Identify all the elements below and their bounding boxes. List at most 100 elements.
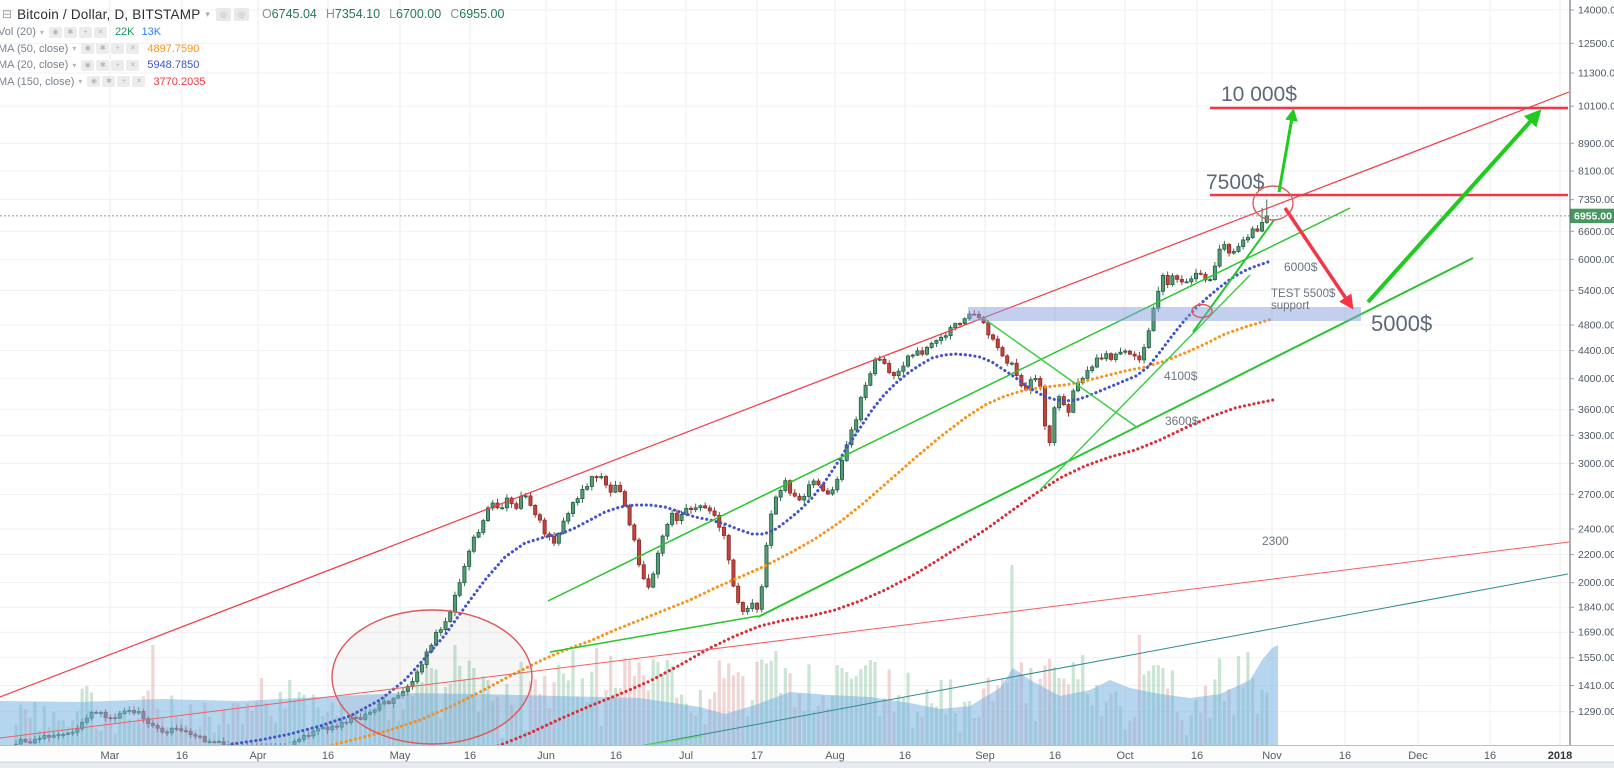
trendline-red-steep[interactable] <box>0 91 1570 698</box>
label-10000[interactable]: 10 000$ <box>1221 83 1297 106</box>
plot-area[interactable]: 10 000$ 7500$ 5000$ 6000$ TEST 5500$support 4… <box>0 0 1570 763</box>
close-icon[interactable]: ✕ <box>93 26 107 38</box>
eye-icon[interactable]: ◉ <box>87 76 101 88</box>
high-label: H <box>325 7 335 21</box>
plus-icon[interactable]: + <box>111 43 125 55</box>
eye-icon[interactable]: ◉ <box>81 43 95 55</box>
price-tick-label: 3600.00 <box>1578 404 1614 416</box>
pennant-upper-line[interactable] <box>982 317 1139 429</box>
indicator-rows: Vol (20) ▾ ◉ ✱ + ✕ 22K 13K MA (50, close) ▾ ◉ ✱ + ✕ 48… <box>0 24 513 90</box>
time-tick-label: 16 <box>464 750 476 762</box>
label-support[interactable]: support <box>1271 300 1310 312</box>
chevron-down-icon[interactable]: ▾ <box>72 60 77 70</box>
chevron-down-icon[interactable]: ▾ <box>39 27 44 37</box>
price-tick-label: 7350.00 <box>1578 194 1614 206</box>
price-tick-label: 4800.00 <box>1578 320 1614 332</box>
label-4100[interactable]: 4100$ <box>1164 369 1198 383</box>
indicator-value: 22K <box>114 26 135 39</box>
ma150-line[interactable] <box>496 398 1275 746</box>
time-tick-label: 16 <box>1339 750 1351 762</box>
indicator-values: 3770.2035 <box>153 76 212 88</box>
ellipse-may-breakout[interactable] <box>331 609 533 745</box>
label-3600[interactable]: 3600$ <box>1165 414 1199 428</box>
year-label: 2018 <box>1548 750 1572 762</box>
chevron-down-icon[interactable]: ▾ <box>78 77 83 87</box>
plus-icon[interactable]: + <box>111 59 125 71</box>
price-tick-label: 1840.00 <box>1578 602 1614 614</box>
support-green-june[interactable] <box>549 615 759 653</box>
indicator-row-3: MA (150, close) ▾ ◉ ✱ + ✕ 3770.2035 <box>0 74 513 91</box>
time-axis[interactable]: Mar 16 Apr 16 May 16 Jun 16 Jul 17 Aug 16 Sep 16 Oct 16… <box>0 745 1614 768</box>
gear-icon[interactable]: ✱ <box>96 59 110 71</box>
ellipse-current-top[interactable] <box>1252 185 1294 221</box>
channel-green-mid[interactable] <box>547 207 1351 602</box>
symbol-title[interactable]: Bitcoin / Dollar, D, BITSTAMP <box>17 6 201 22</box>
close-icon[interactable]: ✕ <box>126 43 140 55</box>
label-7500[interactable]: 7500$ <box>1206 171 1265 194</box>
gear-icon[interactable]: ✱ <box>63 26 77 38</box>
price-tick-label: 5400.00 <box>1578 285 1614 297</box>
close-value: 6955.00 <box>459 7 505 21</box>
ohlc-readout: O6745.04 H7354.10 L6700.00 C6955.00 <box>262 7 514 21</box>
label-5000[interactable]: 5000$ <box>1371 311 1432 336</box>
support-zone-band[interactable] <box>968 307 1361 321</box>
high-value: 7354.10 <box>334 7 381 21</box>
chevron-down-icon[interactable]: ▾ <box>205 8 210 19</box>
eye-icon[interactable]: ◉ <box>48 26 62 38</box>
ma20-line[interactable] <box>230 260 1270 745</box>
indicator-row-1: MA (50, close) ▾ ◉ ✱ + ✕ 4897.7590 <box>0 41 513 58</box>
close-icon[interactable]: ✕ <box>132 76 146 88</box>
trendline-teal[interactable] <box>640 573 1569 746</box>
price-tick-label: 1290.00 <box>1578 706 1614 718</box>
indicator-values: 4897.7590 <box>147 43 206 55</box>
time-tick-label: 16 <box>1191 750 1203 762</box>
indicator-value: 4897.7590 <box>147 42 200 55</box>
close-label: C <box>450 7 460 21</box>
open-label: O <box>261 7 272 21</box>
low-value: 6700.00 <box>396 7 442 21</box>
price-tick-label: 14000.00 <box>1578 5 1614 17</box>
chart-legend: ⊟ Bitcoin / Dollar, D, BITSTAMP ▾ ◎ ◎ O 6… <box>0 4 513 90</box>
trendline-red-shallow[interactable] <box>0 541 1570 739</box>
time-tick-label: Oct <box>1116 750 1133 762</box>
plus-icon[interactable]: + <box>117 76 131 88</box>
ellipse-oct-dip[interactable] <box>1191 303 1213 319</box>
label-2300[interactable]: 2300 <box>1262 534 1289 548</box>
scrollbar-track[interactable] <box>0 762 1614 768</box>
eye-icon[interactable]: ◉ <box>81 59 95 71</box>
user-drawings: 10 000$ 7500$ 5000$ 6000$ TEST 5500$support 4… <box>0 83 1570 746</box>
gear-icon[interactable]: ✱ <box>102 76 116 88</box>
arrow-down-to-5000[interactable] <box>1283 207 1354 310</box>
price-axis[interactable]: 14000.00 12500.00 11300.00 10100.00 8900.00 8… <box>1569 0 1614 768</box>
ma50-line[interactable] <box>330 317 1274 745</box>
time-tick-label: Nov <box>1262 750 1282 762</box>
arrow-up-to-10000[interactable] <box>1277 108 1298 193</box>
close-icon[interactable]: ✕ <box>126 59 140 71</box>
price-tick-label: 2000.00 <box>1578 577 1614 589</box>
indicator-value: 5948.7850 <box>147 59 200 72</box>
indicator-value: 13K <box>141 26 162 39</box>
time-tick-label: 16 <box>322 750 334 762</box>
price-tick-label: 10100.00 <box>1578 101 1614 113</box>
time-tick-label: May <box>390 750 411 762</box>
gear-icon[interactable]: ✱ <box>96 43 110 55</box>
compare-icon[interactable]: ◎ <box>215 7 231 21</box>
price-tick-label: 2400.00 <box>1578 524 1614 536</box>
snapshot-icon[interactable]: ◎ <box>233 7 249 21</box>
price-tick-label: 8900.00 <box>1578 138 1614 150</box>
price-tick-label: 2700.00 <box>1578 489 1614 501</box>
time-tick-label: 17 <box>751 750 763 762</box>
chevron-down-icon[interactable]: ▾ <box>72 44 77 54</box>
label-test-5500[interactable]: TEST 5500$ <box>1271 288 1336 300</box>
collapse-icon[interactable]: ⊟ <box>2 7 13 21</box>
plus-icon[interactable]: + <box>78 26 92 38</box>
current-price-badge <box>1570 208 1614 224</box>
indicator-values: 22K 13K <box>115 26 168 38</box>
price-tick-label: 1410.00 <box>1578 680 1614 692</box>
arrow-up-big-green[interactable] <box>1366 109 1542 304</box>
trendline-green-short[interactable] <box>643 735 703 746</box>
time-tick-label: 16 <box>176 750 188 762</box>
label-6000[interactable]: 6000$ <box>1284 260 1318 274</box>
